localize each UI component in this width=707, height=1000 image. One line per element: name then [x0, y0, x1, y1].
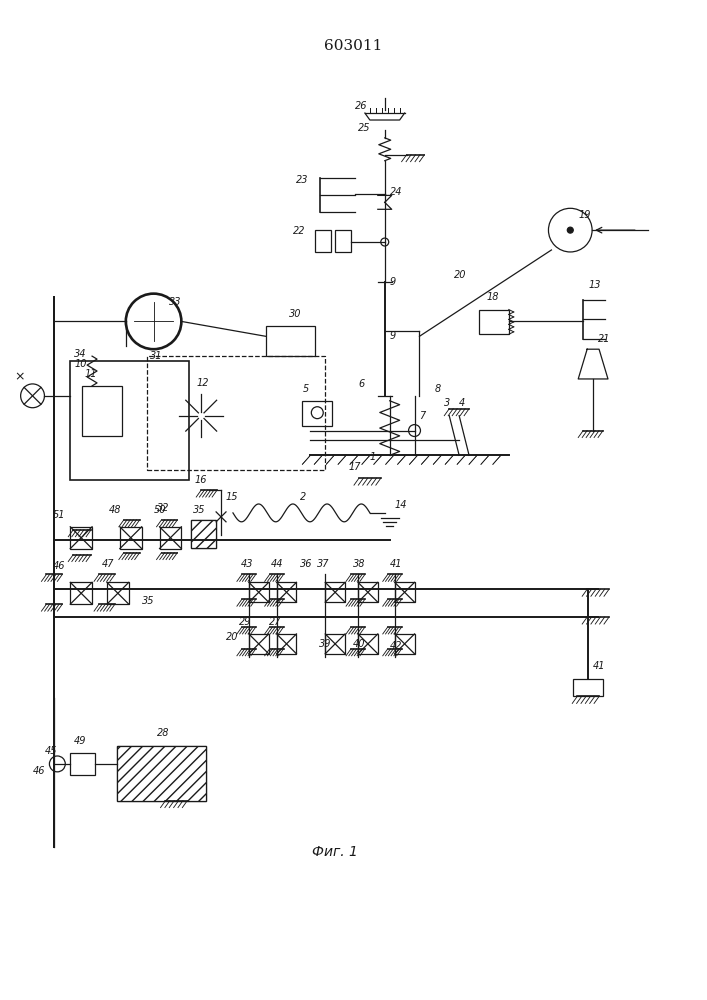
Text: 33: 33: [170, 297, 182, 307]
Text: 24: 24: [390, 187, 402, 197]
Text: 31: 31: [150, 351, 162, 361]
Bar: [335, 230, 351, 252]
Text: 44: 44: [271, 559, 284, 569]
Text: 17: 17: [348, 462, 361, 472]
Text: 39: 39: [320, 639, 332, 649]
Text: 38: 38: [353, 559, 366, 569]
Text: 49: 49: [74, 736, 87, 746]
Bar: [266, 326, 315, 356]
Text: 5: 5: [303, 384, 309, 394]
Bar: [192, 520, 216, 548]
Text: 7: 7: [419, 411, 426, 421]
Text: 14: 14: [395, 500, 407, 510]
Text: 46: 46: [52, 561, 65, 571]
Text: 41: 41: [390, 559, 402, 569]
Text: 27: 27: [269, 617, 281, 627]
Text: 23: 23: [296, 175, 308, 185]
Bar: [303, 401, 332, 426]
Bar: [192, 520, 216, 548]
Text: ×: ×: [15, 370, 25, 383]
Text: 25: 25: [358, 123, 370, 133]
Bar: [70, 361, 189, 480]
Text: 4: 4: [459, 398, 465, 408]
Bar: [276, 634, 296, 654]
Text: 12: 12: [197, 378, 209, 388]
Text: 8: 8: [434, 384, 440, 394]
Text: 9: 9: [390, 277, 396, 287]
Text: 26: 26: [355, 101, 368, 111]
Bar: [249, 582, 269, 602]
Text: 9: 9: [390, 331, 396, 341]
Bar: [395, 634, 414, 654]
Text: 40: 40: [353, 639, 366, 649]
Text: 32: 32: [156, 503, 169, 513]
Text: 22: 22: [293, 226, 305, 236]
Text: 51: 51: [52, 510, 65, 520]
Circle shape: [567, 227, 573, 233]
Bar: [146, 356, 325, 470]
Text: 35: 35: [141, 596, 154, 606]
Text: 19: 19: [578, 210, 591, 220]
Text: 15: 15: [225, 492, 238, 502]
Text: 6: 6: [358, 379, 364, 389]
Bar: [249, 634, 269, 654]
Text: 45: 45: [45, 746, 57, 756]
Bar: [107, 582, 129, 604]
Text: 50: 50: [153, 505, 166, 515]
Bar: [82, 386, 122, 436]
Text: 42: 42: [390, 641, 402, 651]
Text: 46: 46: [33, 766, 45, 776]
Bar: [358, 582, 378, 602]
Bar: [315, 230, 331, 252]
Bar: [160, 527, 182, 549]
Text: 21: 21: [598, 334, 611, 344]
Text: 3: 3: [444, 398, 450, 408]
Bar: [479, 310, 509, 334]
Bar: [358, 634, 378, 654]
Bar: [117, 746, 206, 801]
Text: 37: 37: [317, 559, 329, 569]
Text: 41: 41: [593, 661, 606, 671]
Text: 1: 1: [370, 452, 376, 462]
Text: Фиг. 1: Фиг. 1: [312, 845, 358, 859]
Bar: [276, 582, 296, 602]
Text: 20: 20: [454, 270, 467, 280]
Text: 18: 18: [487, 292, 499, 302]
Bar: [325, 582, 345, 602]
Bar: [70, 527, 92, 549]
Text: 28: 28: [156, 728, 169, 738]
Text: 11: 11: [84, 369, 97, 379]
Text: 13: 13: [588, 280, 601, 290]
Text: 29: 29: [239, 617, 252, 627]
Bar: [325, 634, 345, 654]
Bar: [120, 527, 141, 549]
Text: 2: 2: [300, 492, 307, 502]
Text: 603011: 603011: [324, 39, 382, 53]
Text: 36: 36: [300, 559, 313, 569]
Bar: [573, 679, 603, 696]
Text: 35: 35: [193, 505, 206, 515]
Text: 47: 47: [102, 559, 115, 569]
Text: 30: 30: [288, 309, 301, 319]
Text: 48: 48: [109, 505, 122, 515]
Text: 34: 34: [74, 349, 87, 359]
Bar: [70, 753, 95, 775]
Text: 16: 16: [194, 475, 206, 485]
Bar: [117, 746, 206, 801]
Text: 43: 43: [241, 559, 253, 569]
Text: 20: 20: [226, 632, 239, 642]
Text: 10: 10: [74, 359, 87, 369]
Bar: [70, 582, 92, 604]
Bar: [395, 582, 414, 602]
